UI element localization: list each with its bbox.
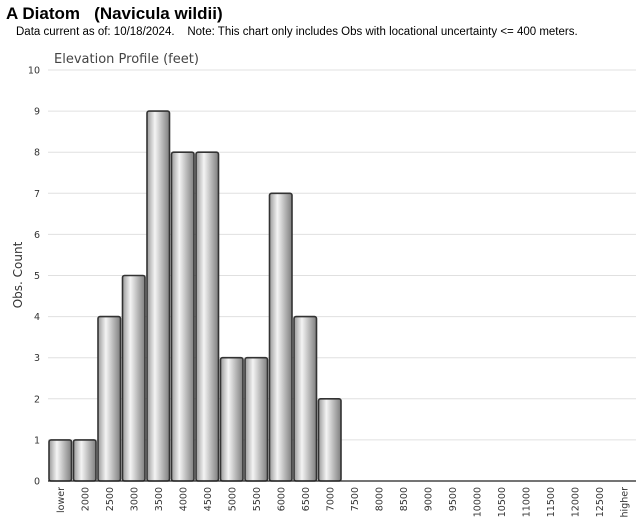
y-tick-label: 7 [34,189,40,200]
x-tick-label: 8000 [374,487,385,511]
x-tick-label: lower [56,487,67,513]
x-tick-label: 8500 [399,487,410,511]
y-tick-label: 10 [28,66,40,77]
bars [48,110,342,482]
bar [317,397,342,482]
bar [219,356,244,482]
x-tick-label: 10000 [472,487,483,517]
x-tick-label: higher [619,487,630,518]
y-tick-label: 9 [34,107,40,118]
bar [121,274,146,482]
bar [97,315,122,482]
x-tick-label: 12500 [595,487,606,517]
x-tick-label: 7500 [350,487,361,511]
x-tick-label: 2000 [80,487,91,511]
grid-lines [48,69,636,441]
x-tick-label: 9000 [423,487,434,511]
y-axis-title: Obs. Count [11,241,25,308]
x-tick-label: 3000 [129,487,140,511]
x-tick-labels: lower 2000 2500 3000 3500 4000 4500 5000 5500 600… [56,487,631,518]
bar [244,356,269,482]
bar [146,110,171,482]
x-tick-label: 10500 [497,487,508,517]
y-tick-label: 2 [34,394,40,405]
bar [195,151,220,482]
x-tick-label: 11500 [546,487,557,517]
x-tick-label: 6000 [276,487,287,511]
y-tick-label: 5 [34,271,40,282]
chart-title: Elevation Profile (feet) [54,52,199,67]
x-tick-label: 12000 [570,487,581,517]
bar [268,192,293,482]
y-tick-label: 0 [34,477,40,488]
x-tick-label: 4500 [203,487,214,511]
x-tick-label: 4000 [178,487,189,511]
x-tick-label: 6500 [301,487,312,511]
data-note: Data current as of: 10/18/2024. Note: Th… [16,26,578,38]
bar [293,315,318,482]
x-tick-label: 3500 [154,487,165,511]
bar [170,151,195,482]
y-tick-label: 6 [34,230,40,241]
x-tick-label: 9500 [448,487,459,511]
page-title: A Diatom (Navicula wildii) [6,4,223,23]
x-tick-label: 5000 [227,487,238,511]
x-tick-label: 2500 [105,487,116,511]
x-tick-label: 5500 [252,487,263,511]
bar [48,439,73,482]
y-tick-labels: 0 1 2 3 4 5 6 7 8 9 10 [28,66,40,488]
x-tick-label: 7000 [325,487,336,511]
y-tick-label: 3 [34,353,40,364]
y-tick-label: 1 [34,435,40,446]
y-tick-label: 8 [34,148,40,159]
bar [72,439,97,482]
x-tick-label: 11000 [521,487,532,517]
y-tick-label: 4 [34,312,40,323]
